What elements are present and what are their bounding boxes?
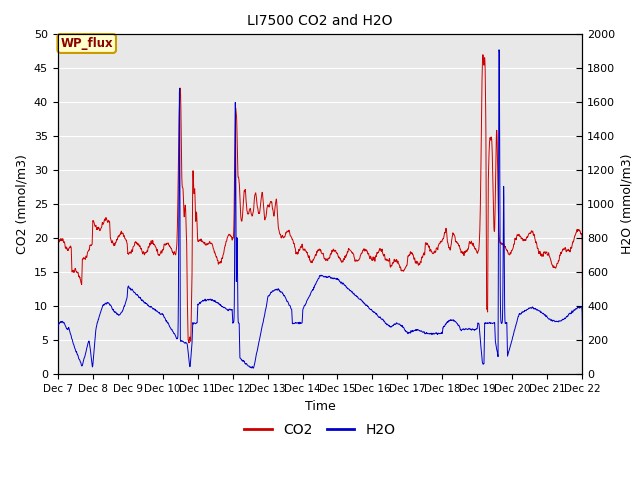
Title: LI7500 CO2 and H2O: LI7500 CO2 and H2O <box>247 14 393 28</box>
X-axis label: Time: Time <box>305 400 335 413</box>
Y-axis label: H2O (mmol/m3): H2O (mmol/m3) <box>621 154 634 254</box>
Y-axis label: CO2 (mmol/m3): CO2 (mmol/m3) <box>15 154 28 254</box>
Legend: CO2, H2O: CO2, H2O <box>239 417 401 443</box>
Text: WP_flux: WP_flux <box>60 37 113 50</box>
